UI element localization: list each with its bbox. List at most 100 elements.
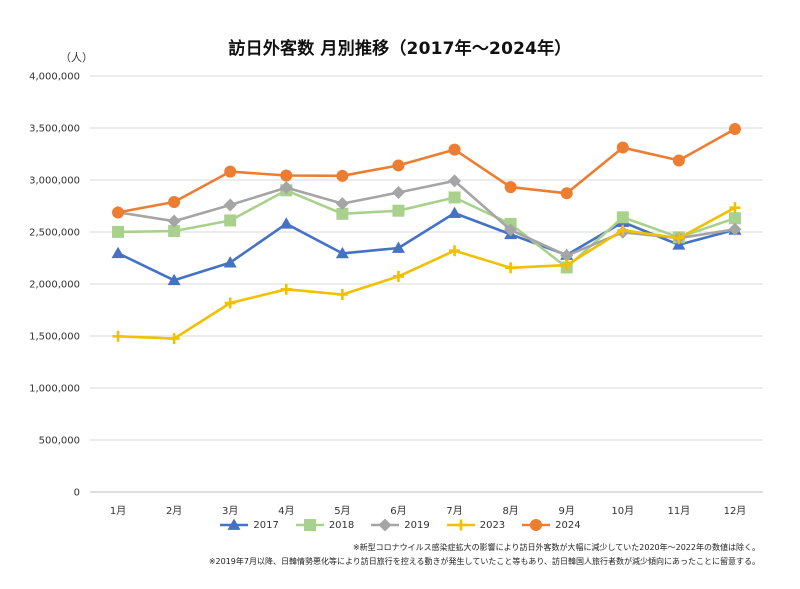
- data-point-2023: [505, 262, 517, 274]
- x-tick-label: 9月: [559, 505, 575, 517]
- legend-swatch: [522, 519, 551, 531]
- data-point-2018: [112, 225, 125, 238]
- data-point-2017: [167, 273, 181, 286]
- series-line-2018: [117, 189, 736, 269]
- legend-marker: [530, 519, 543, 531]
- legend-swatch: [371, 519, 400, 531]
- data-point-2019: [560, 249, 574, 263]
- data-point-2024: [672, 154, 685, 167]
- data-point-2023: [112, 330, 124, 342]
- x-tick-label: 6月: [390, 505, 406, 517]
- y-tick-label: 2,500,000: [29, 228, 80, 239]
- data-point-2018: [336, 207, 349, 220]
- legend-item-2024: 2024: [521, 519, 581, 531]
- series-2018: [112, 184, 741, 274]
- x-tick-label: 2月: [166, 505, 182, 517]
- data-point-2023: [449, 245, 461, 257]
- legend-swatch: [295, 519, 324, 531]
- data-point-2024: [224, 165, 237, 178]
- data-point-2019: [167, 214, 181, 228]
- legend-label: 2019: [404, 519, 430, 531]
- data-point-2018: [448, 191, 461, 204]
- legend-marker: [378, 519, 392, 531]
- data-point-2024: [504, 181, 517, 194]
- data-point-2017: [448, 206, 462, 218]
- legend-item-2023: 2023: [446, 519, 505, 531]
- legend-item-2018: 2018: [295, 519, 354, 531]
- x-tick-label: 3月: [222, 505, 238, 517]
- data-point-2017: [111, 246, 125, 259]
- data-point-2017: [391, 241, 405, 253]
- legend-swatch: [446, 519, 475, 531]
- x-tick-label: 12月: [724, 505, 747, 517]
- data-point-2018: [616, 211, 629, 224]
- series-line-2024: [117, 127, 736, 214]
- data-point-2024: [448, 143, 461, 156]
- data-point-2024: [560, 187, 573, 200]
- data-point-2024: [616, 141, 629, 154]
- series-2023: [112, 202, 741, 345]
- data-point-2018: [168, 225, 181, 238]
- chart-title: 訪日外客数 月別推移（2017年～2024年）: [228, 39, 572, 59]
- series-line-2017: [117, 211, 736, 282]
- series-2024: [112, 123, 741, 219]
- data-point-2018: [728, 212, 741, 225]
- data-point-2023: [336, 289, 348, 301]
- data-point-2023: [392, 270, 404, 282]
- data-point-2024: [728, 123, 741, 136]
- x-tick-label: 11月: [668, 505, 691, 517]
- data-point-2023: [168, 333, 180, 345]
- x-tick-label: 8月: [502, 505, 518, 517]
- series-line-2023: [117, 206, 736, 340]
- y-tick-label: 2,000,000: [29, 280, 80, 291]
- data-point-2019: [223, 198, 237, 212]
- data-point-2017: [279, 217, 293, 229]
- legend-marker: [455, 519, 467, 531]
- y-tick-label: 3,000,000: [29, 176, 80, 187]
- footnote-2: ※2019年7月以降、日韓情勢悪化等により訪日旅行を控える動きが発生していたこと…: [208, 557, 760, 566]
- data-point-2017: [223, 256, 237, 268]
- data-point-2019: [728, 222, 742, 236]
- data-point-2024: [112, 206, 125, 219]
- legend-swatch: [220, 519, 249, 530]
- legend-label: 2024: [555, 519, 581, 531]
- data-point-2018: [224, 214, 237, 227]
- y-tick-label: 4,000,000: [29, 72, 80, 83]
- axes: 0 500,000 1,000,000 1,500,000 2,000,000 2,500…: [29, 72, 746, 518]
- y-tick-label: 0: [74, 488, 80, 499]
- grid-lines: [90, 75, 763, 493]
- legend-label: 2023: [479, 519, 506, 531]
- legend-label: 2017: [253, 519, 279, 531]
- data-point-2017: [335, 246, 349, 259]
- series-2017: [111, 206, 742, 286]
- data-point-2023: [673, 232, 685, 244]
- legend-item-2017: 2017: [219, 519, 279, 531]
- data-point-2024: [280, 169, 293, 182]
- data-point-2018: [392, 204, 405, 217]
- data-point-2023: [280, 283, 292, 295]
- x-tick-label: 5月: [334, 505, 350, 517]
- legend-item-2019: 2019: [370, 519, 430, 531]
- data-point-2023: [617, 224, 629, 236]
- data-point-2019: [448, 174, 462, 188]
- series-2019: [111, 174, 742, 263]
- series-lines: [111, 123, 742, 345]
- y-tick-label: 1,000,000: [29, 384, 80, 395]
- data-point-2019: [391, 185, 405, 199]
- legend-label: 2018: [328, 519, 355, 531]
- data-point-2019: [335, 197, 349, 211]
- legend-marker: [303, 519, 316, 531]
- data-point-2023: [561, 259, 573, 271]
- data-point-2024: [392, 159, 405, 172]
- data-point-2019: [279, 181, 293, 195]
- legend: 2017 2018 2019 2023 2024: [0, 519, 800, 531]
- y-tick-label: 1,500,000: [29, 332, 80, 343]
- x-tick-label: 10月: [611, 505, 634, 517]
- data-point-2019: [504, 223, 518, 237]
- x-tick-label: 4月: [278, 505, 294, 517]
- data-point-2023: [729, 202, 741, 214]
- data-point-2024: [168, 196, 181, 209]
- series-line-2019: [117, 179, 736, 257]
